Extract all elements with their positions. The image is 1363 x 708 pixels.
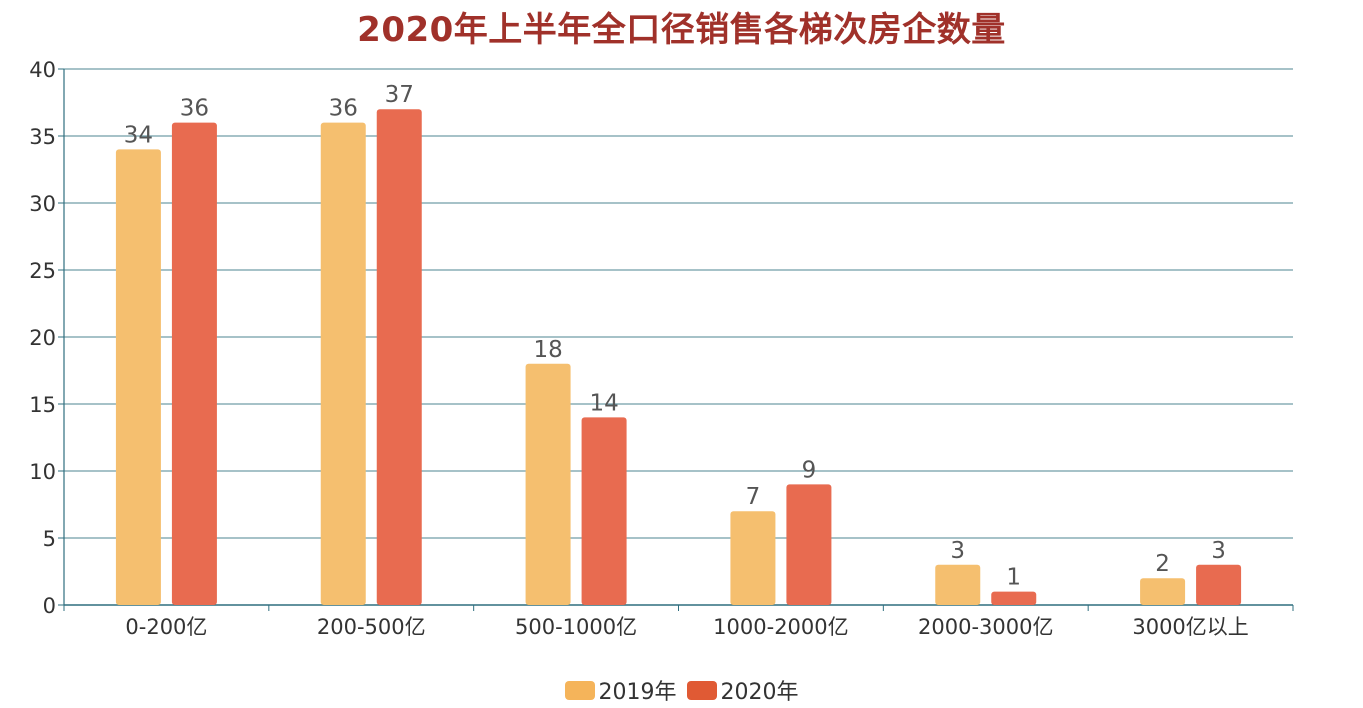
data-label: 36 <box>329 96 358 122</box>
x-tick-label: 3000亿以上 <box>1132 615 1248 639</box>
bar <box>786 484 832 605</box>
bar <box>935 564 981 605</box>
y-tick-label: 15 <box>29 393 56 417</box>
x-tick-label: 0-200亿 <box>125 615 207 639</box>
y-tick-label: 25 <box>29 259 56 283</box>
y-tick-label: 40 <box>29 58 56 82</box>
data-label: 3 <box>950 538 965 564</box>
legend-swatch-2020 <box>686 680 717 700</box>
x-tick-label: 200-500亿 <box>317 615 426 639</box>
y-tick-label: 30 <box>29 192 56 216</box>
y-tick-label: 20 <box>29 326 56 350</box>
bar <box>730 511 776 605</box>
chart-title: 2020年上半年全口径销售各梯次房企数量 <box>357 10 1006 50</box>
y-tick-label: 5 <box>43 527 56 551</box>
data-label: 1 <box>1006 565 1021 591</box>
bar <box>991 591 1037 605</box>
y-tick-label: 0 <box>43 594 56 618</box>
data-label: 18 <box>533 337 562 363</box>
y-tick-label: 10 <box>29 460 56 484</box>
bar <box>1196 564 1242 605</box>
legend-item-2019[interactable]: 2019年 <box>564 674 677 706</box>
bar <box>376 109 422 605</box>
bar <box>581 417 627 605</box>
data-label: 2 <box>1155 551 1170 577</box>
legend-label-2020: 2020年 <box>720 680 799 705</box>
x-tick-label: 2000-3000亿 <box>918 615 1053 639</box>
x-tick-label: 500-1000亿 <box>515 615 637 639</box>
data-label: 14 <box>589 390 618 416</box>
bar <box>525 363 571 605</box>
data-label: 9 <box>802 457 817 483</box>
bar <box>320 122 366 605</box>
legend-label-2019: 2019年 <box>598 680 677 705</box>
legend: 2019年 2020年 <box>0 674 1363 706</box>
legend-swatch-2019 <box>564 680 595 700</box>
data-label: 34 <box>124 122 153 148</box>
data-label: 7 <box>746 484 761 510</box>
bar <box>171 122 217 605</box>
bar <box>115 149 161 605</box>
y-tick-label: 35 <box>29 125 56 149</box>
data-label: 37 <box>385 82 414 108</box>
x-tick-label: 1000-2000亿 <box>713 615 848 639</box>
bar <box>1140 578 1186 605</box>
data-label: 3 <box>1211 538 1226 564</box>
legend-item-2020[interactable]: 2020年 <box>686 674 799 706</box>
data-label: 36 <box>180 96 209 122</box>
